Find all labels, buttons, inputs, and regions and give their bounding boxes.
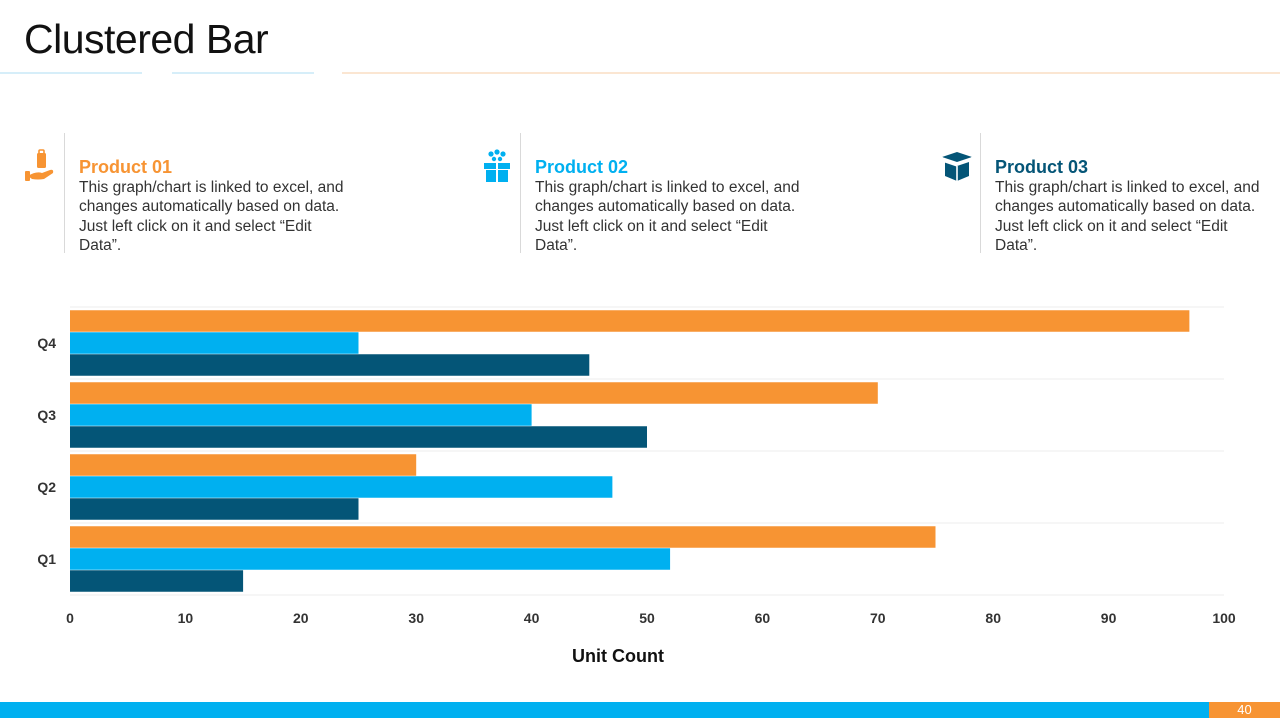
x-tick-label: 70	[870, 610, 886, 626]
x-tick-label: 30	[408, 610, 424, 626]
title-underline-segment	[342, 72, 1280, 74]
x-tick-label: 60	[755, 610, 771, 626]
y-tick-label: Q1	[37, 551, 56, 567]
product-card-3: Product 03 This graph/chart is linked to…	[941, 133, 1280, 254]
product-title: Product 03	[995, 157, 1089, 177]
x-tick-label: 0	[66, 610, 74, 626]
hand-holding-bag-icon	[24, 149, 58, 183]
footer-bar	[0, 702, 1280, 718]
x-tick-label: 10	[178, 610, 194, 626]
x-tick-label: 100	[1212, 610, 1236, 626]
bar-q1-series-1	[70, 526, 936, 548]
card-divider	[64, 133, 65, 253]
x-tick-label: 50	[639, 610, 655, 626]
product-title: Product 02	[535, 157, 629, 177]
product-description: This graph/chart is linked to excel, and…	[535, 179, 800, 254]
bar-q4-series-1	[70, 310, 1190, 332]
bar-q3-series-3	[70, 426, 647, 448]
title-underline-segment	[172, 72, 314, 74]
product-description: This graph/chart is linked to excel, and…	[79, 179, 344, 254]
bar-q2-series-1	[70, 454, 417, 476]
x-tick-label: 80	[985, 610, 1001, 626]
y-tick-label: Q3	[37, 407, 56, 423]
product-card-2: Product 02 This graph/chart is linked to…	[484, 133, 820, 254]
x-axis-title: Unit Count	[572, 646, 664, 666]
bar-q4-series-2	[70, 332, 359, 354]
product-description: This graph/chart is linked to excel, and…	[995, 179, 1260, 254]
y-tick-label: Q4	[37, 335, 56, 351]
bar-q4-series-3	[70, 354, 590, 376]
bar-q1-series-2	[70, 548, 671, 570]
slide-title: Clustered Bar	[24, 16, 269, 62]
product-title: Product 01	[79, 157, 173, 177]
bar-q3-series-1	[70, 382, 878, 404]
bar-q2-series-2	[70, 476, 613, 498]
gift-box-icon	[480, 149, 514, 183]
x-tick-label: 40	[524, 610, 540, 626]
title-underline-segment	[0, 72, 142, 74]
clustered-bar-chart: Q1 Q2 Q3 Q4 0 10 20 30 40 50 60 70 80 90 100 Unit Count	[37, 306, 1236, 666]
bar-q3-series-2	[70, 404, 532, 426]
open-box-icon	[940, 149, 974, 183]
y-tick-label: Q2	[37, 479, 56, 495]
x-tick-label: 20	[293, 610, 309, 626]
bar-q2-series-3	[70, 498, 359, 520]
page-number: 40	[1209, 702, 1280, 718]
x-tick-label: 90	[1101, 610, 1117, 626]
product-card-1: Product 01 This graph/chart is linked to…	[25, 133, 364, 254]
card-divider	[520, 133, 521, 253]
card-divider	[980, 133, 981, 253]
bar-q1-series-3	[70, 570, 244, 592]
